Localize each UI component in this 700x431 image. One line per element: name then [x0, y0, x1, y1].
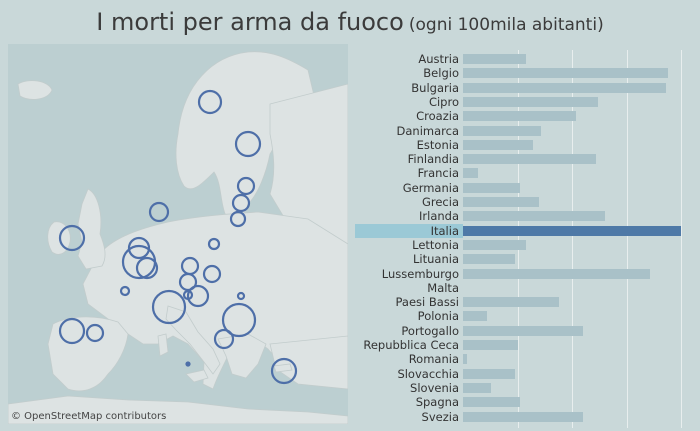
bar-austria[interactable]	[463, 54, 527, 64]
bar-estonia[interactable]	[463, 139, 533, 150]
category-label: Slovenia	[410, 380, 459, 395]
bubble-paesi-bassi[interactable]	[127, 236, 151, 260]
category-label: Francia	[417, 166, 459, 181]
sardinia-shape	[157, 333, 169, 357]
bar-francia[interactable]	[463, 168, 479, 179]
x-gridline	[626, 50, 628, 428]
north-africa-shape	[8, 395, 348, 424]
bar-lettonia[interactable]	[463, 239, 527, 250]
category-label: Croazia	[416, 109, 459, 124]
bubble-romania[interactable]	[236, 291, 246, 301]
bubble-italia[interactable]	[151, 289, 187, 325]
bubble-estonia[interactable]	[236, 176, 256, 196]
category-label: Slovacchia	[397, 366, 459, 381]
category-label: Lussemburgo	[381, 266, 459, 281]
bar-croazia[interactable]	[463, 111, 577, 122]
bubble-polonia[interactable]	[207, 237, 221, 251]
bar-italia[interactable]	[463, 225, 681, 236]
map-credit: © OpenStreetMap contributors	[11, 411, 167, 422]
bar-irlanda[interactable]	[463, 211, 605, 222]
x-gridline	[572, 50, 573, 428]
bubble-finlandia[interactable]	[234, 130, 262, 158]
sicily-shape	[185, 369, 209, 383]
category-label: Lettonia	[412, 237, 459, 252]
category-label: Polonia	[417, 309, 459, 324]
title-subtitle: (ogni 100mila abitanti)	[408, 15, 604, 35]
bubble-slovacchia[interactable]	[202, 264, 222, 284]
bubble-francia[interactable]	[119, 285, 131, 297]
category-label: Irlanda	[419, 209, 459, 224]
iceland-shape	[17, 80, 53, 100]
category-label: Portogallo	[401, 323, 459, 338]
bubble-slovenia[interactable]	[182, 289, 194, 301]
bar-bulgaria[interactable]	[463, 82, 666, 93]
cyprus-shape	[273, 363, 293, 373]
category-label: Belgio	[423, 66, 459, 81]
europe-map[interactable]: © OpenStreetMap contributors	[8, 44, 348, 424]
category-label: Cipro	[428, 94, 459, 109]
bar-spagna[interactable]	[463, 397, 520, 408]
x-gridline	[681, 50, 682, 428]
bubble-lituania[interactable]	[229, 210, 247, 228]
bar-belgio[interactable]	[463, 68, 668, 79]
bar-portogallo[interactable]	[463, 325, 583, 336]
chart-title: I morti per arma da fuoco (ogni 100mila …	[0, 8, 700, 36]
bubble-lussemburgo[interactable]	[135, 256, 159, 280]
category-label: Danimarca	[396, 123, 459, 138]
bubble-portogallo[interactable]	[85, 323, 105, 343]
map-svg	[8, 51, 348, 424]
italy-shape	[165, 305, 221, 375]
title-main: I morti per arma da fuoco	[96, 8, 404, 36]
category-label: Germania	[402, 180, 459, 195]
category-label: Finlandia	[407, 152, 459, 167]
map-bubbles	[58, 89, 298, 385]
bubble-cipro[interactable]	[270, 357, 298, 385]
bubble-spagna[interactable]	[58, 317, 86, 345]
bar-finlandia[interactable]	[463, 154, 596, 165]
bar-lituania[interactable]	[463, 254, 516, 265]
bar-germania[interactable]	[463, 182, 520, 193]
category-label: Italia	[430, 223, 459, 238]
bubble-lettonia[interactable]	[231, 193, 251, 213]
bar-svezia[interactable]	[463, 411, 583, 422]
bar-grecia[interactable]	[463, 197, 540, 207]
bar-slovacchia[interactable]	[463, 368, 516, 379]
bar-cipro[interactable]	[463, 96, 599, 107]
scandinavia-shape	[175, 51, 317, 221]
bar-polonia[interactable]	[463, 311, 487, 322]
bubble-austria[interactable]	[186, 284, 210, 308]
bubble-svezia-north[interactable]	[197, 89, 223, 115]
category-label: Malta	[427, 280, 459, 295]
great-britain-shape	[77, 188, 106, 270]
bubble-bulgaria[interactable]	[221, 302, 257, 338]
category-label: Lituania	[413, 252, 459, 267]
category-label: Romania	[408, 352, 459, 367]
bar-danimarca[interactable]	[463, 125, 542, 136]
category-label: Estonia	[416, 137, 459, 152]
bar-lussemburgo[interactable]	[463, 268, 651, 279]
category-label: Austria	[418, 52, 459, 66]
bar-paesi-bassi[interactable]	[463, 297, 559, 308]
category-label: Paesi Bassi	[395, 295, 460, 310]
land-shapes	[8, 51, 348, 424]
highlight-band	[355, 223, 463, 238]
category-label: Repubblica Ceca	[363, 338, 459, 352]
bar-romania[interactable]	[463, 354, 468, 365]
x-gridline	[517, 50, 519, 428]
bubble-danimarca[interactable]	[148, 201, 170, 223]
bar-repubblica-ceca[interactable]	[463, 340, 518, 350]
category-label: Bulgaria	[411, 80, 459, 95]
turkey-shape	[269, 335, 348, 390]
bar-slovenia[interactable]	[463, 382, 492, 393]
iberia-shape	[47, 316, 129, 392]
bubble-malta[interactable]	[185, 361, 191, 367]
category-label: Svezia	[421, 409, 459, 424]
bubble-croazia[interactable]	[213, 328, 235, 350]
bubble-irlanda[interactable]	[58, 224, 86, 252]
category-label: Spagna	[415, 395, 459, 410]
category-label: Grecia	[421, 195, 459, 209]
